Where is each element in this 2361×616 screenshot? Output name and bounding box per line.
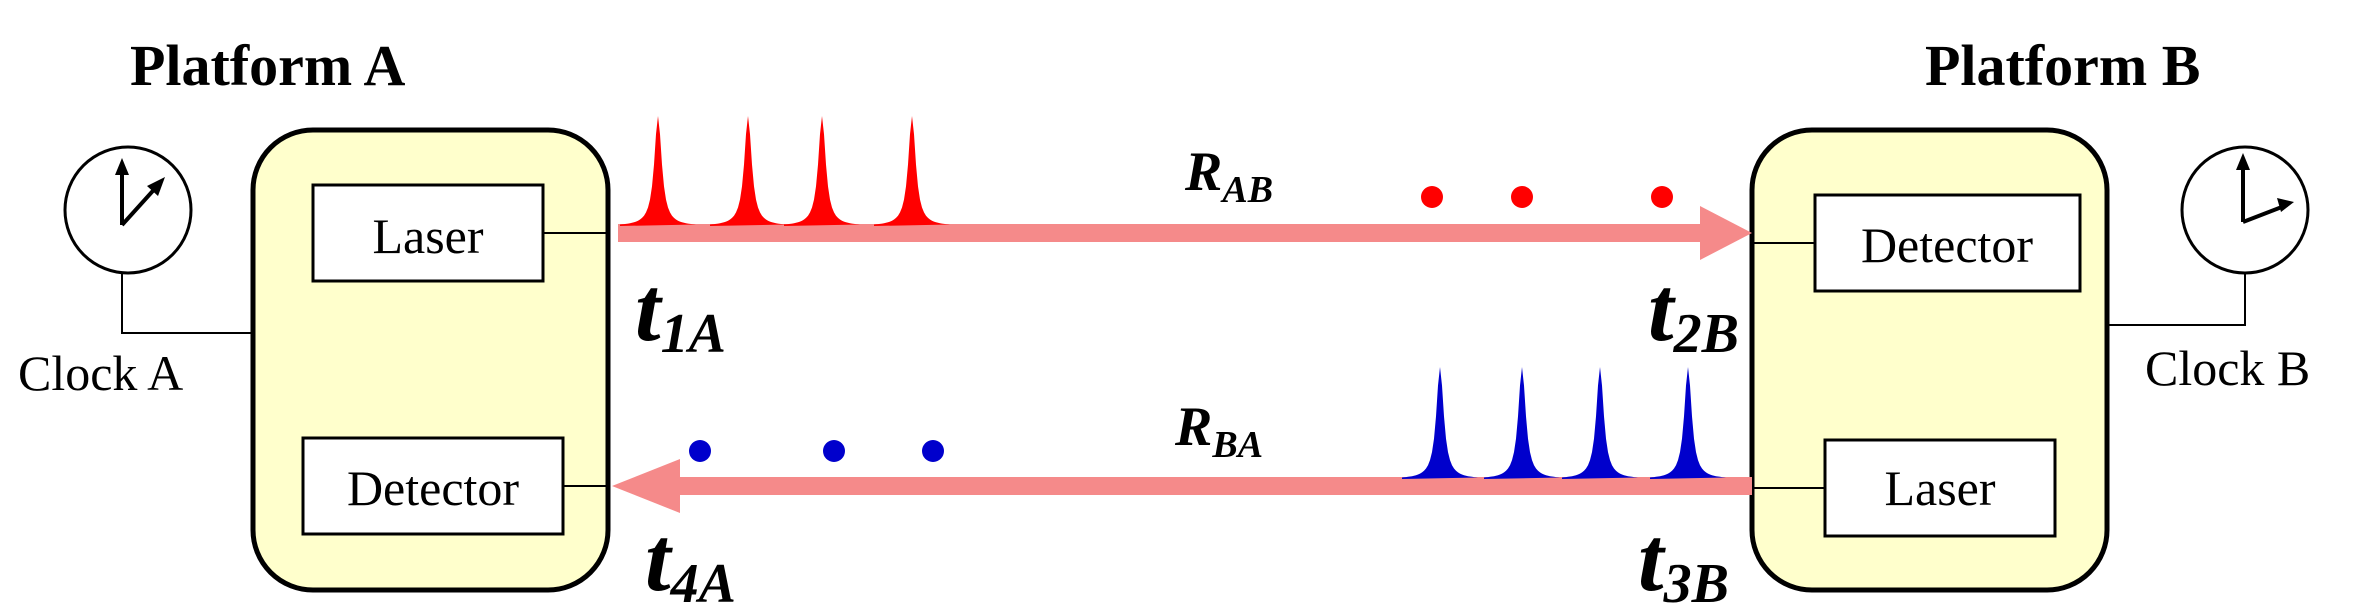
forward-photon-dot-3 [1651, 186, 1673, 208]
platform-a-laser-label: Laser [372, 208, 483, 264]
backward-dots [689, 440, 944, 462]
platform-b-title: Platform B [1925, 33, 2200, 98]
platform-a-title: Platform A [130, 33, 406, 98]
forward-photon-dot-1 [1421, 186, 1443, 208]
platform-b-detector-box [1813, 193, 2082, 293]
clock-b-label: Clock B [2145, 340, 2310, 396]
forward-photon-dot-2 [1511, 186, 1533, 208]
platform-a-detector-box [301, 436, 565, 536]
forward-beam-arrow [618, 206, 1752, 260]
timestamp-t3b: t3B [1638, 508, 1729, 615]
forward-pulses [620, 116, 950, 226]
forward-pulse-2 [710, 116, 786, 226]
backward-pulses [1402, 367, 1726, 479]
forward-pulse-3 [784, 116, 860, 226]
clock-a-wire [121, 273, 253, 334]
clock-a-label: Clock A [18, 345, 183, 401]
backward-pulse-1 [1402, 367, 1478, 479]
platform-a-laser-box [311, 183, 545, 283]
backward-photon-dot-1 [689, 440, 711, 462]
backward-pulse-3 [1562, 367, 1638, 479]
clock-a-icon [63, 145, 193, 275]
forward-pulse-4 [874, 116, 950, 226]
backward-pulse-2 [1484, 367, 1560, 479]
forward-dots [1421, 186, 1673, 208]
timestamp-t2b: t2B [1648, 258, 1739, 365]
platform-b-detector-label: Detector [1861, 217, 2033, 273]
backward-photon-dot-2 [823, 440, 845, 462]
clock-b-wire [2107, 273, 2246, 326]
platform-b-laser-box [1823, 438, 2057, 538]
backward-photon-dot-3 [922, 440, 944, 462]
backward-pulse-4 [1650, 367, 1726, 479]
forward-pulse-1 [620, 116, 696, 226]
range-ab-label: RAB [1184, 141, 1273, 211]
clock-b-icon [2180, 145, 2310, 275]
platform-b-laser-label: Laser [1884, 460, 1995, 516]
backward-beam-arrow [612, 459, 1752, 513]
range-ba-label: RBA [1174, 396, 1263, 466]
platform-a-detector-label: Detector [347, 460, 519, 516]
timestamp-t4a: t4A [645, 508, 736, 615]
timestamp-t1a: t1A [635, 258, 726, 365]
